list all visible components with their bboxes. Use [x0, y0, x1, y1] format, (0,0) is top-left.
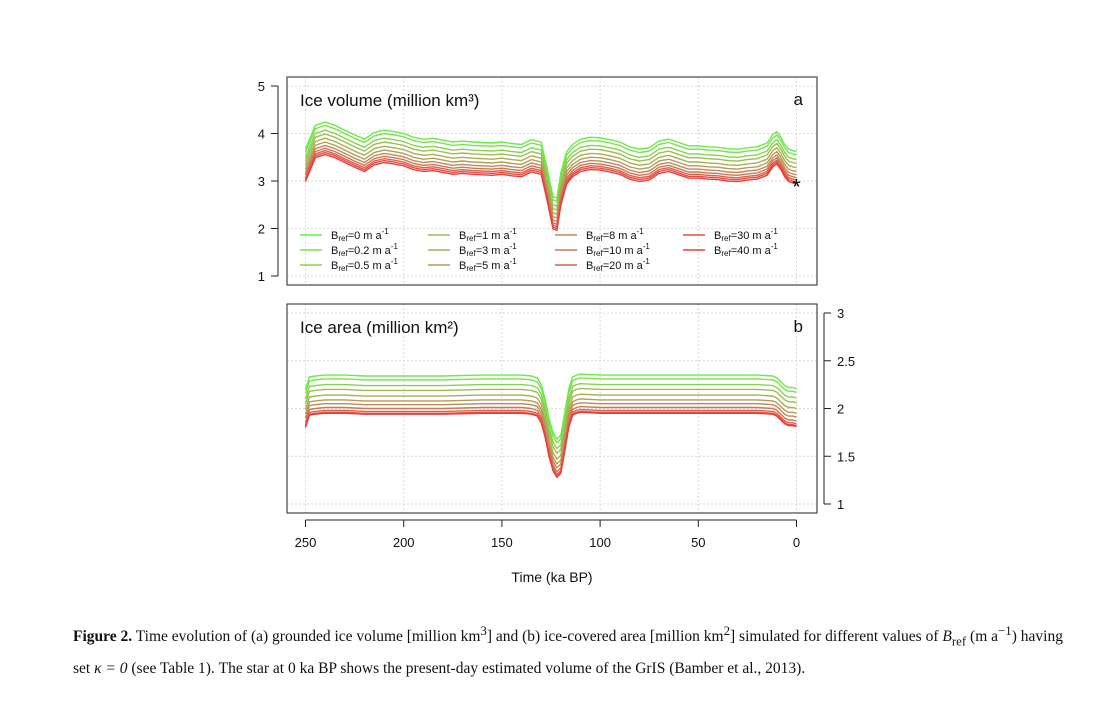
- caption-text-2: ] and (b) ice-covered area [million km: [486, 628, 724, 646]
- y-axis: 1 2 3 4 5: [258, 79, 279, 284]
- y-tick-label: 1.5: [837, 449, 855, 464]
- y-tick-label: 1: [258, 269, 265, 284]
- caption-text-5: ) having set: [73, 628, 1063, 678]
- series-line: [304, 137, 797, 216]
- legend-item: Bref=0.5 m a-1: [300, 257, 398, 273]
- legend-label: Bref=1 m a-1: [459, 227, 517, 243]
- legend-label: Bref=40 m a-1: [714, 242, 778, 258]
- series-line: [304, 402, 797, 469]
- legend-item: Bref=5 m a-1: [428, 257, 517, 273]
- x-tick-label: 0: [793, 535, 800, 550]
- x-tick-label: 100: [589, 535, 611, 550]
- present-day-volume-star: *: [792, 174, 801, 199]
- panel-title: Ice area (million km²): [300, 318, 459, 337]
- panel-letter: a: [794, 90, 804, 109]
- legend-item: Bref=20 m a-1: [555, 257, 650, 273]
- legend-label: Bref=5 m a-1: [459, 257, 517, 273]
- series-line: [304, 393, 797, 460]
- legend-item: Bref=0.2 m a-1: [300, 242, 398, 258]
- series-lines: [304, 121, 797, 232]
- y-axis: 1 1.5 2 2.5 3: [823, 306, 855, 512]
- series-line: [304, 383, 797, 450]
- legend-label: Bref=3 m a-1: [459, 242, 517, 258]
- caption-sup-1: 3: [480, 623, 487, 638]
- caption-var-sub: ref: [951, 633, 967, 649]
- caption-sup-3: −1: [998, 623, 1012, 638]
- x-tick-label: 50: [691, 535, 705, 550]
- panel-letter: b: [794, 317, 803, 336]
- plot-frame: [286, 76, 818, 286]
- series-line: [304, 411, 797, 478]
- series-line: [304, 153, 797, 232]
- legend-item: Bref=8 m a-1: [555, 227, 644, 243]
- series-line: [304, 141, 797, 219]
- series-line: [304, 398, 797, 465]
- series-lines: [304, 373, 797, 478]
- legend-label: Bref=30 m a-1: [714, 227, 778, 243]
- legend-label: Bref=8 m a-1: [586, 227, 644, 243]
- series-line: [304, 144, 797, 223]
- legend-label: Bref=10 m a-1: [586, 242, 650, 258]
- caption-var: B: [942, 628, 952, 646]
- series-line: [304, 387, 797, 455]
- caption-sup-2: 2: [723, 623, 731, 638]
- figure-caption: Figure 2. Time evolution of (a) grounded…: [73, 617, 1063, 683]
- legend-label: Bref=0.2 m a-1: [331, 242, 398, 258]
- grid: [287, 77, 817, 285]
- x-axis-label: Time (ka BP): [511, 569, 592, 585]
- caption-text-3: ] simulated for different values of: [730, 628, 943, 646]
- x-tick-label: 200: [393, 535, 415, 550]
- plot-frame: [286, 303, 818, 514]
- ice-sheet-figure: 1 2 3 4 5 Ice volume (million km³) a * 1 1.5 2 2.5 3…: [258, 76, 855, 585]
- panel-b: 1 1.5 2 2.5 3 Ice area (million km²) b 250 200 15…: [286, 303, 855, 585]
- x-tick-label: 250: [295, 535, 317, 550]
- y-tick-label: 2.5: [837, 354, 855, 369]
- caption-label: Figure 2.: [73, 628, 133, 646]
- series-line: [304, 124, 797, 203]
- y-tick-label: 2: [258, 222, 265, 237]
- legend-item: Bref=10 m a-1: [555, 242, 650, 258]
- y-tick-label: 3: [258, 174, 265, 189]
- y-tick-label: 3: [837, 306, 844, 321]
- series-line: [304, 373, 797, 440]
- legend-item: Bref=30 m a-1: [683, 227, 778, 243]
- panel-title: Ice volume (million km³): [300, 91, 479, 110]
- y-tick-label: 1: [837, 497, 844, 512]
- legend-item: Bref=3 m a-1: [428, 242, 517, 258]
- caption-kappa: κ = 0: [94, 660, 128, 678]
- legend-item: Bref=1 m a-1: [428, 227, 517, 243]
- series-line: [304, 129, 797, 207]
- panel-a: 1 2 3 4 5 Ice volume (million km³) a *: [258, 76, 818, 286]
- caption-text-1: Time evolution of (a) grounded ice volum…: [132, 628, 481, 646]
- legend-item: Bref=40 m a-1: [683, 242, 778, 258]
- legend-label: Bref=0.5 m a-1: [331, 257, 398, 273]
- y-tick-label: 4: [258, 127, 265, 142]
- x-tick-label: 150: [491, 535, 513, 550]
- legend-label: Bref=0 m a-1: [331, 227, 389, 243]
- y-tick-label: 2: [837, 402, 844, 417]
- series-line: [304, 408, 797, 476]
- series-line: [304, 405, 797, 473]
- y-tick-label: 5: [258, 79, 265, 94]
- caption-text-6: (see Table 1). The star at 0 ka BP shows…: [127, 660, 806, 678]
- legend-item: Bref=0 m a-1: [300, 227, 389, 243]
- caption-text-4: (m a: [966, 628, 999, 646]
- legend-label: Bref=20 m a-1: [586, 257, 650, 273]
- x-axis: 250 200 150 100 50 0 Time (ka BP): [295, 519, 800, 585]
- series-line: [304, 121, 797, 199]
- series-line: [304, 133, 797, 211]
- series-line: [304, 377, 797, 444]
